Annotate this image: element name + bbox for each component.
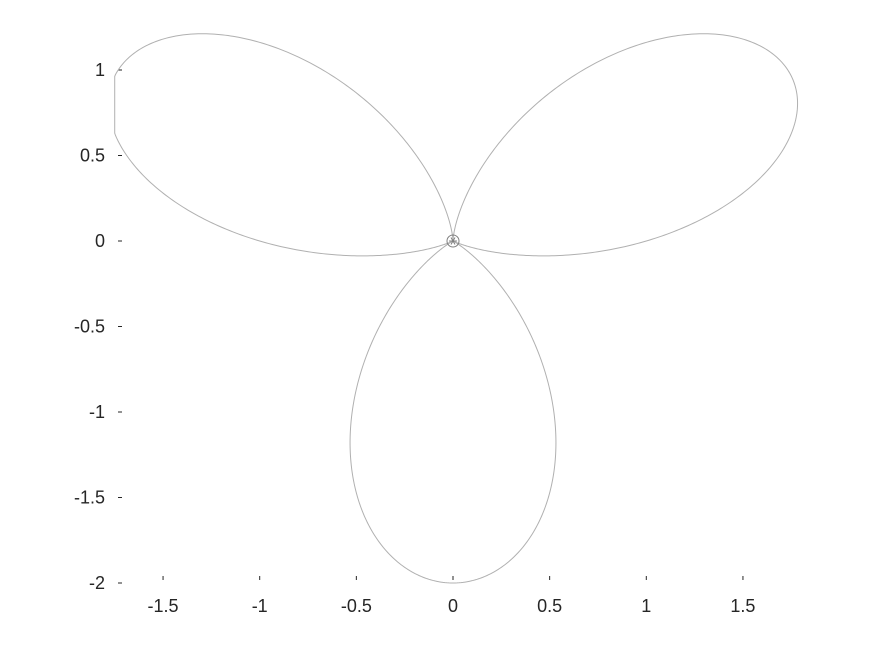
x-tick-label: 1.5 <box>730 596 755 616</box>
y-tick-label: -1 <box>89 402 105 422</box>
center-marker-star-ray <box>450 237 454 242</box>
y-tick-label: 0 <box>95 231 105 251</box>
x-tick-label: -0.5 <box>341 596 372 616</box>
center-marker-star-ray <box>452 237 456 242</box>
x-tick-label: -1 <box>252 596 268 616</box>
y-tick-label: 1 <box>95 60 105 80</box>
center-marker <box>446 234 460 248</box>
x-tick-label: 1 <box>641 596 651 616</box>
x-tick-label: 0.5 <box>537 596 562 616</box>
y-tick-label: -0.5 <box>74 317 105 337</box>
y-tick-label: -2 <box>89 573 105 593</box>
x-axis: -1.5 -1 -0.5 0 0.5 1 1.5 <box>148 576 755 616</box>
center-marker-star-ray <box>450 240 454 245</box>
x-tick-label: -1.5 <box>148 596 179 616</box>
series-curve <box>114 33 799 584</box>
x-tick-label: 0 <box>448 596 458 616</box>
center-marker-circle <box>446 234 460 248</box>
y-tick-label: 0.5 <box>80 146 105 166</box>
y-tick-label: -1.5 <box>74 488 105 508</box>
y-axis: 1 0.5 0 -0.5 -1 -1.5 -2 <box>74 60 122 593</box>
center-marker-star-ray <box>452 240 456 245</box>
rose-curve-line <box>114 33 799 584</box>
